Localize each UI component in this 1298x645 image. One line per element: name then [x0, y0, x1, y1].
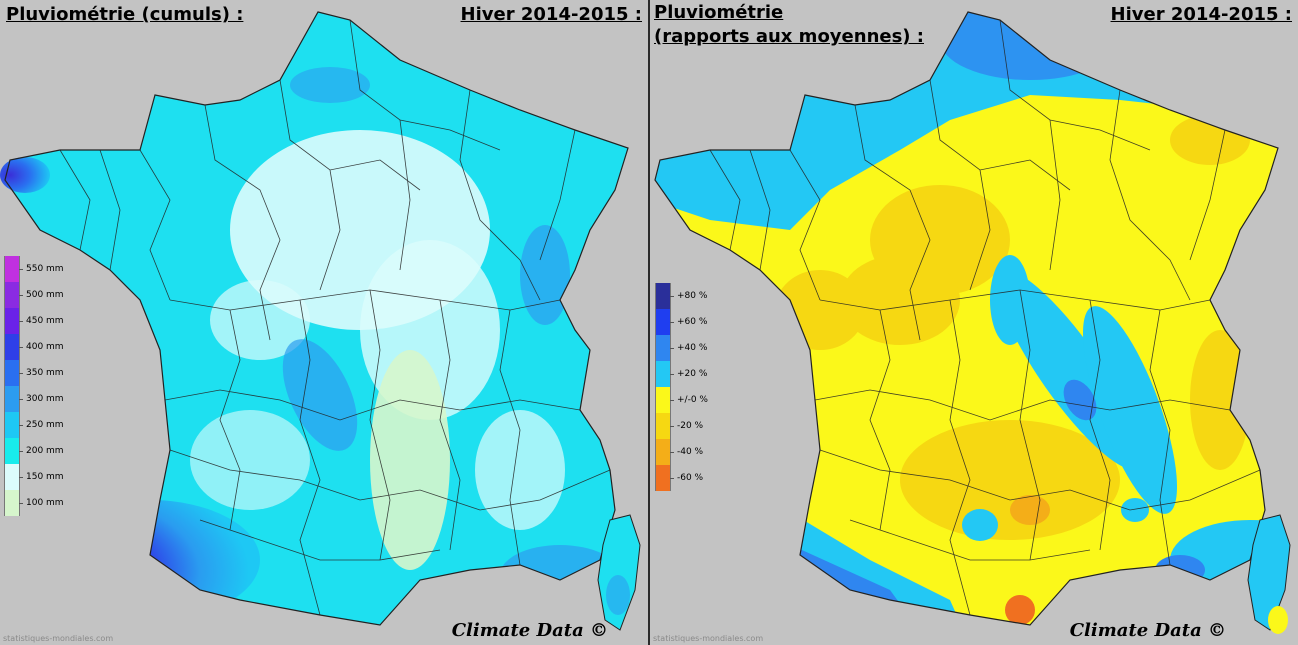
legend-tick [670, 296, 674, 297]
legend-tick [670, 348, 674, 349]
france-anomaly-map [654, 11, 1291, 634]
legend-swatch [655, 465, 671, 491]
legend-swatch [4, 412, 20, 438]
legend-swatch [4, 438, 20, 464]
legend-tick [19, 477, 23, 478]
map-title: Pluviométrie (cumuls) : [6, 4, 244, 25]
legend-swatch [655, 361, 671, 387]
legend-tick [19, 451, 23, 452]
legend-tick [19, 347, 23, 348]
brand-label: Climate Data © [1069, 620, 1226, 641]
legend-swatch [4, 386, 20, 412]
legend-tick [19, 373, 23, 374]
legend-tick [19, 399, 23, 400]
legend-swatch [4, 464, 20, 490]
panel-divider [648, 0, 650, 645]
legend-label: 250 mm [26, 420, 64, 430]
legend-swatch [655, 439, 671, 465]
map-title-line1: Pluviométrie [654, 2, 784, 23]
map-title-line2: (rapports aux moyennes) : [654, 26, 924, 47]
legend-swatch [4, 256, 20, 282]
legend-label: -40 % [677, 447, 704, 457]
legend-label: +40 % [677, 343, 708, 353]
legend-label: +60 % [677, 317, 708, 327]
legend-label: +80 % [677, 291, 708, 301]
legend-tick [670, 400, 674, 401]
legend-label: 350 mm [26, 368, 64, 378]
france-rainfall-map [0, 11, 641, 631]
season-label: Hiver 2014-2015 : [1110, 4, 1292, 25]
legend-swatch [4, 360, 20, 386]
legend-tick [670, 322, 674, 323]
legend-label: 550 mm [26, 264, 64, 274]
season-label: Hiver 2014-2015 : [460, 4, 642, 25]
cumulative-rainfall-map-panel: Pluviométrie (cumuls) : Hiver 2014-2015 … [0, 0, 648, 645]
legend-label: -20 % [677, 421, 704, 431]
legend-swatch [4, 490, 20, 516]
legend-swatch [655, 387, 671, 413]
legend-tick [670, 374, 674, 375]
legend-tick [19, 425, 23, 426]
legend-tick [670, 478, 674, 479]
legend-label: -60 % [677, 473, 704, 483]
legend-tick [670, 452, 674, 453]
legend-label: +20 % [677, 369, 708, 379]
legend-swatch [655, 309, 671, 335]
legend-label: 500 mm [26, 290, 64, 300]
legend-label: 300 mm [26, 394, 64, 404]
legend-tick [19, 295, 23, 296]
legend-label: 450 mm [26, 316, 64, 326]
legend-label: 200 mm [26, 446, 64, 456]
legend-swatch [655, 413, 671, 439]
legend-label: 150 mm [26, 472, 64, 482]
legend-swatch [4, 334, 20, 360]
legend-label: +/-0 % [677, 395, 708, 405]
legend-tick [19, 321, 23, 322]
source-credit: statistiques-mondiales.com [653, 634, 764, 643]
legend-tick [19, 503, 23, 504]
source-credit: statistiques-mondiales.com [3, 634, 114, 643]
legend-label: 400 mm [26, 342, 64, 352]
legend-swatch [655, 283, 671, 309]
brand-label: Climate Data © [451, 620, 608, 641]
legend-swatch [4, 308, 20, 334]
legend-swatch [4, 282, 20, 308]
legend-label: 100 mm [26, 498, 64, 508]
rainfall-anomaly-map-panel: Pluviométrie (rapports aux moyennes) : H… [650, 0, 1298, 645]
legend-swatch [655, 335, 671, 361]
legend-tick [19, 269, 23, 270]
legend-tick [670, 426, 674, 427]
